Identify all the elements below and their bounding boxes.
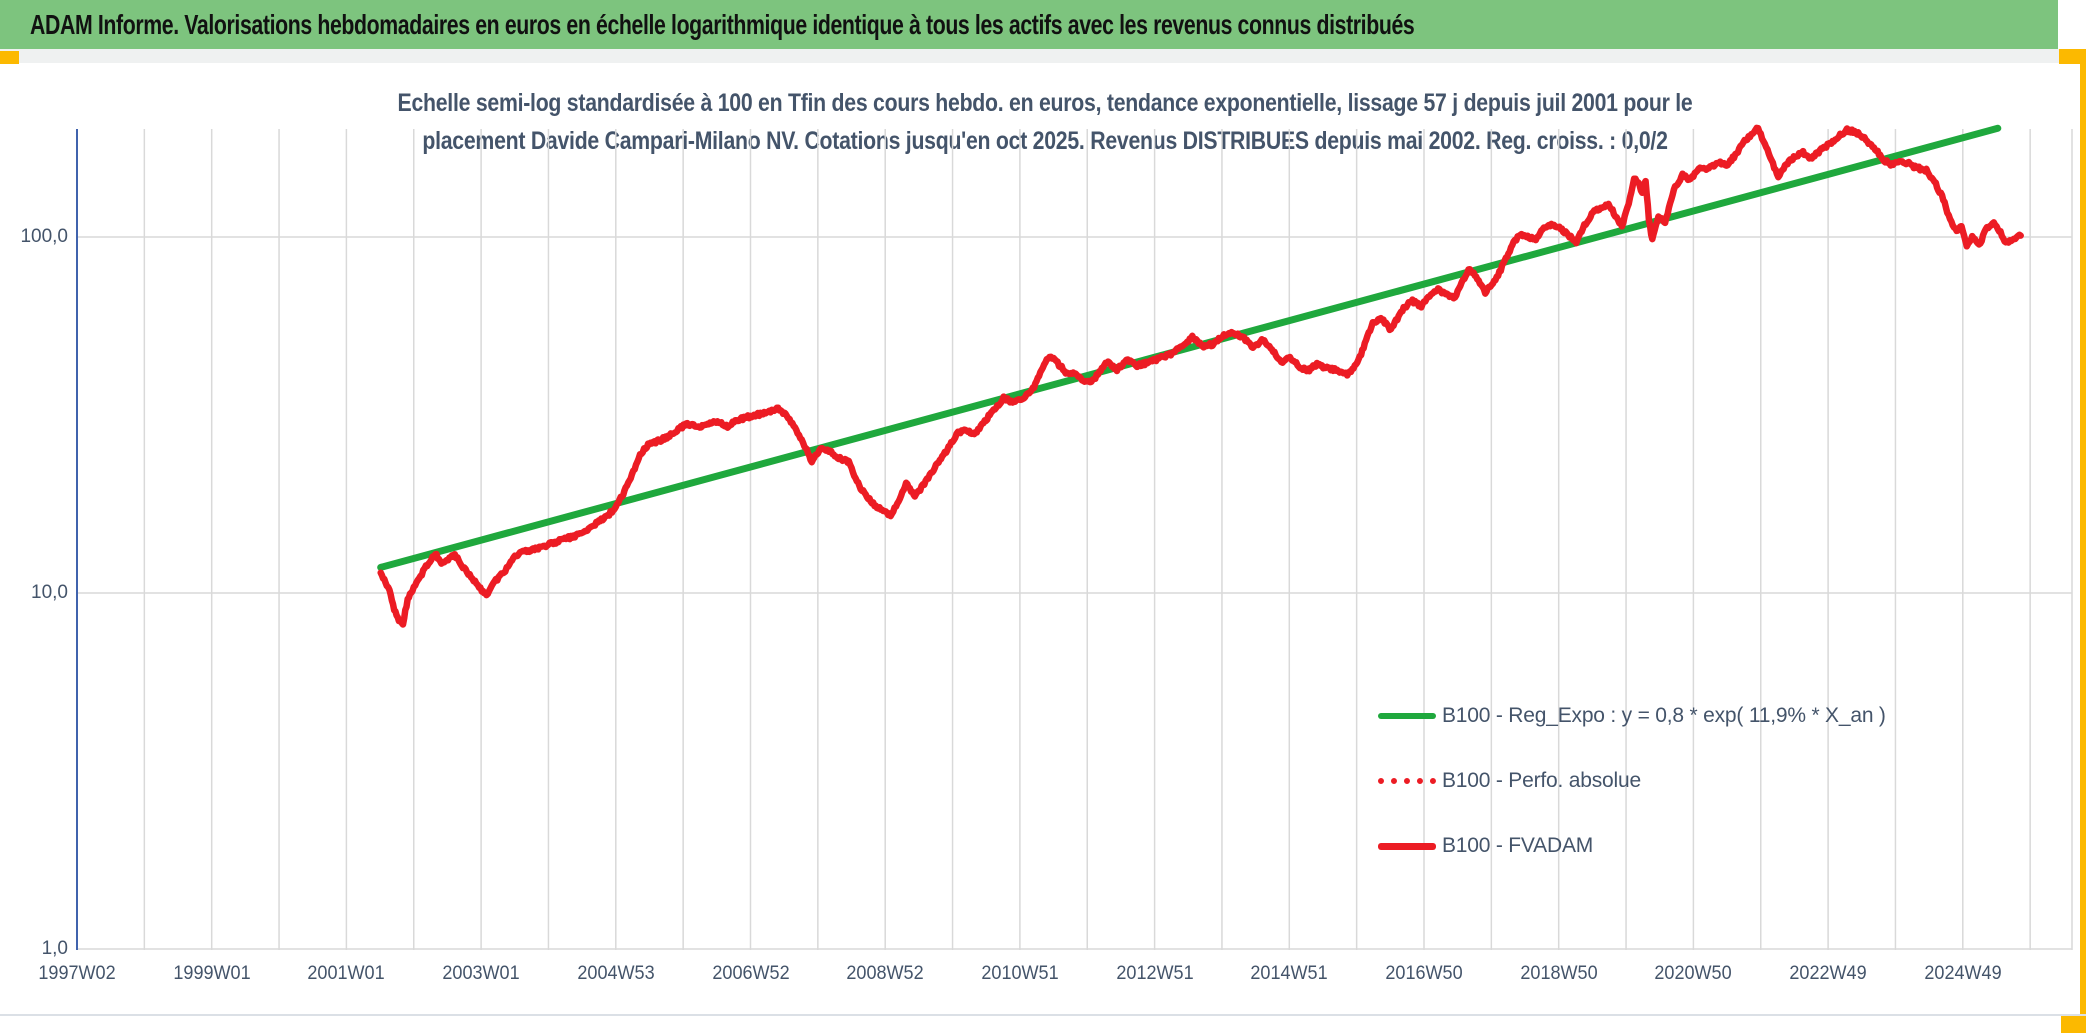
gold-cell-top-left: [0, 51, 19, 64]
series-perfo-absolue-line: [378, 125, 2024, 627]
x-axis-tick-label: 2022W49: [1789, 963, 1867, 984]
x-axis-tick-label: 2006W52: [711, 963, 790, 984]
x-axis-tick-label: 2010W51: [981, 963, 1059, 984]
gold-cell-top-right: [2059, 49, 2086, 64]
chart-subtitle-line1: Echelle semi-log standardisée à 100 en T…: [397, 89, 1693, 117]
x-axis-tick-label: 2003W01: [442, 963, 520, 984]
x-axis-tick-label: 2004W53: [577, 963, 655, 984]
chart-subtitle: Echelle semi-log standardisée à 100 en T…: [216, 84, 1874, 160]
green-line-swatch-icon: [1378, 713, 1436, 719]
chart-bottom-border: [0, 1014, 2086, 1016]
y-axis-tick-label: 1,0: [41, 938, 68, 959]
title-bar: ADAM Informe. Valorisations hebdomadaire…: [0, 0, 2058, 49]
x-axis-tick-label: 2008W52: [846, 963, 924, 984]
x-axis-tick-label: 1997W02: [38, 963, 116, 984]
gold-right-border: [2080, 64, 2086, 1014]
page-title: ADAM Informe. Valorisations hebdomadaire…: [30, 9, 1415, 40]
x-axis-tick-label: 2016W50: [1385, 963, 1463, 984]
gold-cell-bottom-right: [2061, 1016, 2086, 1033]
legend-label: B100 - Reg_Expo : y = 0,8 * exp( 11,9% *…: [1442, 704, 1886, 727]
series-reg-expo-line: [377, 124, 2002, 571]
red-dotted-line-swatch-icon: [1378, 778, 1436, 784]
x-axis-tick-label: 2012W51: [1115, 963, 1194, 984]
legend-item-fvadam[interactable]: B100 - FVADAM: [1378, 832, 1886, 860]
red-line-swatch-icon: [1378, 842, 1436, 850]
series-fvadam-line: [377, 124, 2024, 628]
chart-legend: B100 - Reg_Expo : y = 0,8 * exp( 11,9% *…: [1378, 702, 1886, 897]
legend-label: B100 - Perfo. absolue: [1442, 769, 1641, 792]
legend-label: B100 - FVADAM: [1442, 834, 1594, 857]
legend-item-perfo-absolue[interactable]: B100 - Perfo. absolue: [1378, 767, 1886, 795]
x-axis-tick-label: 2014W51: [1250, 963, 1328, 984]
legend-item-reg-expo[interactable]: B100 - Reg_Expo : y = 0,8 * exp( 11,9% *…: [1378, 702, 1886, 730]
y-axis-tick-label: 100,0: [20, 226, 68, 247]
x-axis-tick-label: 2018W50: [1520, 963, 1598, 984]
x-axis-tick-label: 2020W50: [1654, 963, 1733, 984]
x-axis-tick-label: 2001W01: [307, 963, 386, 984]
y-axis-tick-label: 10,0: [31, 582, 68, 603]
spreadsheet-row-strip: [0, 49, 2086, 63]
x-axis-tick-label: 2024W49: [1924, 963, 2002, 984]
chart-subtitle-line2: placement Davide Campari-Milano NV. Cota…: [422, 127, 1668, 155]
x-axis-tick-label: 1999W01: [173, 963, 251, 984]
